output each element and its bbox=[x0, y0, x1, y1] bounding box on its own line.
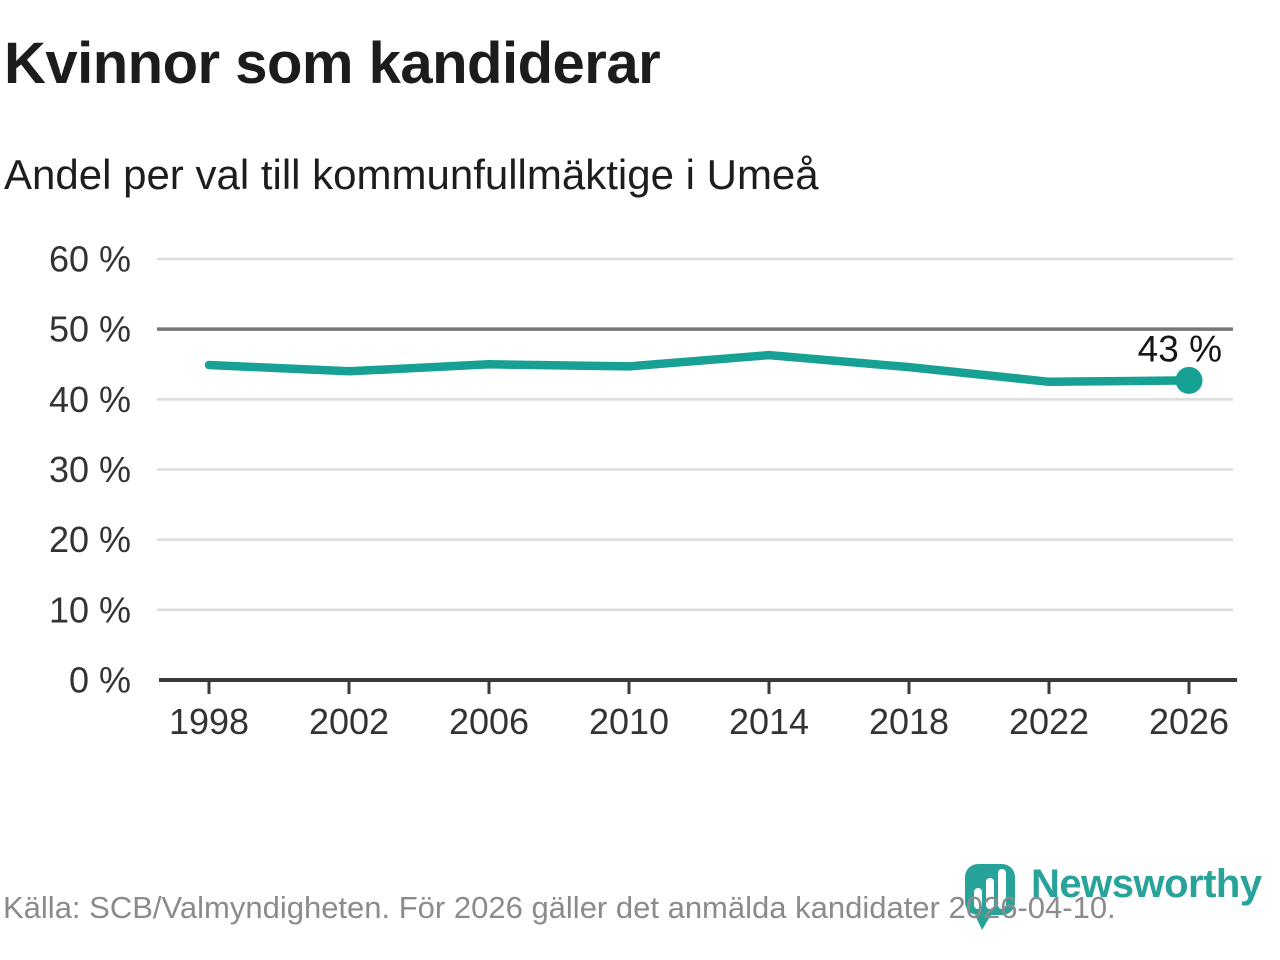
bar-short bbox=[974, 888, 982, 909]
y-axis-tick-label: 40 % bbox=[49, 379, 131, 420]
chart-title: Kvinnor som kandiderar bbox=[4, 31, 661, 96]
data-point-last bbox=[1175, 366, 1203, 394]
end-value-label: 43 % bbox=[1138, 328, 1222, 369]
y-axis-tick-label: 0 % bbox=[69, 660, 131, 701]
x-axis-tick-label: 2014 bbox=[729, 701, 809, 742]
chart-subtitle: Andel per val till kommunfullmäktige i U… bbox=[4, 151, 819, 198]
x-axis-tick-label: 2010 bbox=[589, 701, 669, 742]
bar-medium bbox=[986, 878, 994, 909]
x-axis-tick-label: 2018 bbox=[869, 701, 949, 742]
y-axis-tick-label: 50 % bbox=[49, 309, 131, 350]
bar-tall bbox=[998, 869, 1006, 909]
newsworthy-brand-text: Newsworthy bbox=[1031, 862, 1262, 906]
newsworthy-icon bbox=[965, 864, 1015, 930]
x-axis-tick-label: 1998 bbox=[169, 701, 249, 742]
newsworthy-logo: Newsworthy bbox=[961, 856, 1262, 932]
x-axis-tick-label: 2026 bbox=[1149, 701, 1229, 742]
x-axis-tick-label: 2022 bbox=[1009, 701, 1089, 742]
y-axis-tick-label: 10 % bbox=[49, 589, 131, 630]
line-chart-canvas: 0 % 10 % 20 % 30 % 40 % 50 % 60 % 1998 2002 2006 2… bbox=[49, 239, 1237, 742]
source-text: Källa: SCB/Valmyndigheten. För 2026 gäll… bbox=[3, 890, 1116, 925]
x-axis-tick-label: 2006 bbox=[449, 701, 529, 742]
y-axis-tick-label: 30 % bbox=[49, 449, 131, 490]
y-axis-tick-label: 20 % bbox=[49, 519, 131, 560]
line-chart: 0 % 10 % 20 % 30 % 40 % 50 % 60 % 1998 2002 2006 2… bbox=[0, 230, 1280, 760]
x-axis-tick-label: 2002 bbox=[309, 701, 389, 742]
y-axis-tick-label: 60 % bbox=[49, 239, 131, 280]
data-line bbox=[204, 350, 1194, 387]
